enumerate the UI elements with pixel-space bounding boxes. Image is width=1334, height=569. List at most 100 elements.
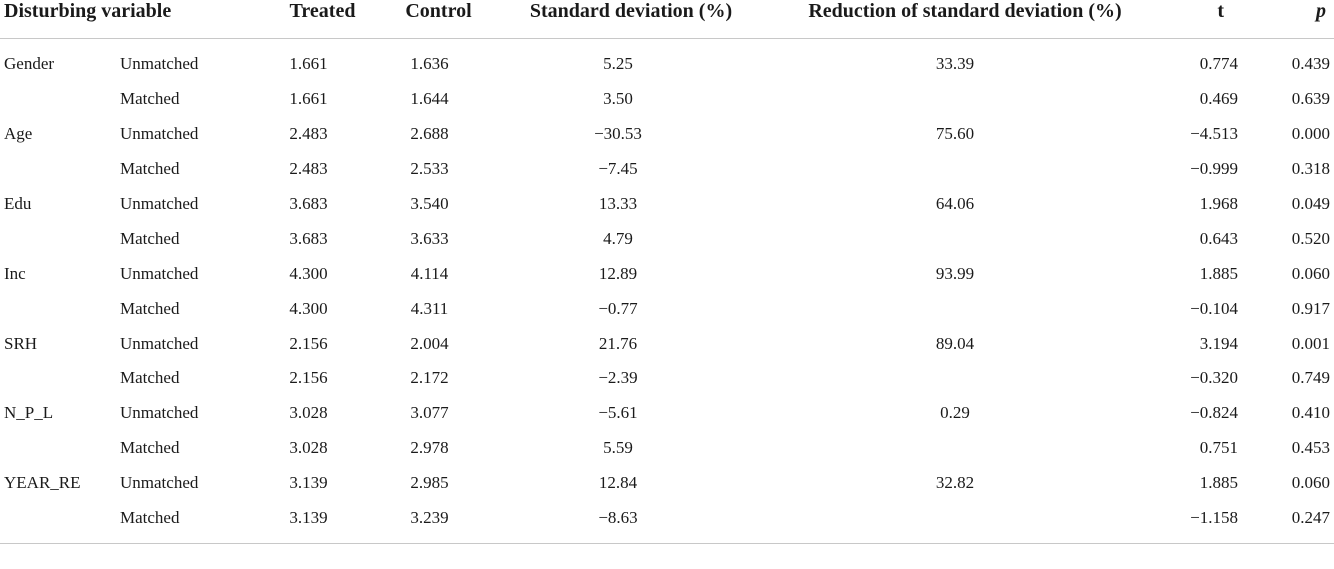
table-row: Matched 1.661 1.644 3.50 0.469 0.639 (0, 82, 1334, 117)
table-row: N_P_L Unmatched 3.028 3.077 −5.61 0.29 −… (0, 396, 1334, 431)
cell-t: 1.885 (1199, 473, 1238, 493)
cell-t: 1.885 (1199, 263, 1238, 283)
cell-treated: 4.300 (289, 263, 328, 283)
cell-variable (0, 361, 117, 396)
cell-match-state: Unmatched (120, 263, 199, 283)
cell-standard-deviation: 3.50 (603, 89, 633, 109)
cell-p: 0.001 (1291, 333, 1330, 353)
cell-standard-deviation: −7.45 (598, 159, 638, 179)
cell-p: 0.318 (1291, 159, 1330, 179)
cell-match-state: Matched (120, 298, 180, 318)
cell-treated: 2.483 (289, 159, 328, 179)
cell-standard-deviation: 4.79 (603, 228, 633, 248)
cell-t: 1.968 (1199, 194, 1238, 213)
cell-p: 0.247 (1258, 500, 1334, 545)
cell-variable: Edu (4, 194, 32, 213)
table-row: Matched 3.139 3.239 −8.63 −1.158 0.247 (0, 500, 1334, 545)
cell-reduction-sd (765, 500, 1165, 545)
header-reduction-sd: Reduction of standard deviation (%) (765, 0, 1165, 39)
cell-t: −0.824 (1190, 403, 1238, 423)
header-control: Control (380, 0, 497, 39)
cell-variable (0, 500, 117, 545)
cell-p: 0.439 (1291, 54, 1330, 74)
cell-match-state: Matched (120, 438, 180, 458)
cell-control: 2.978 (410, 438, 449, 458)
cell-t: 0.774 (1199, 54, 1238, 74)
cell-treated: 2.156 (289, 368, 328, 388)
cell-reduction-sd (765, 361, 1165, 396)
cell-variable (0, 221, 117, 256)
cell-reduction-sd: 0.29 (940, 403, 970, 423)
cell-variable: N_P_L (4, 403, 54, 423)
table-row: Edu Unmatched 3.683 3.540 13.33 64.06 1.… (0, 187, 1334, 222)
cell-variable: SRH (4, 333, 38, 353)
header-disturbing-variable: Disturbing variable (0, 0, 265, 39)
cell-treated: 3.139 (265, 500, 380, 545)
cell-control: 1.644 (410, 89, 449, 109)
cell-variable: Age (4, 124, 33, 144)
cell-control: 2.985 (410, 473, 449, 493)
cell-variable: Inc (4, 263, 26, 283)
cell-p: 0.917 (1291, 298, 1330, 318)
cell-reduction-sd: 75.60 (935, 124, 975, 144)
header-standard-deviation: Standard deviation (%) (497, 0, 765, 39)
cell-t: −1.158 (1165, 500, 1258, 545)
table-row: Age Unmatched 2.483 2.688 −30.53 75.60 −… (0, 117, 1334, 152)
table-row: Matched 4.300 4.311 −0.77 −0.104 0.917 (0, 291, 1334, 326)
table-row: Inc Unmatched 4.300 4.114 12.89 93.99 1.… (0, 256, 1334, 291)
cell-match-state: Unmatched (120, 403, 199, 423)
cell-reduction-sd (765, 82, 1165, 117)
table-row: Matched 3.683 3.633 4.79 0.643 0.520 (0, 221, 1334, 256)
cell-t: 0.643 (1199, 228, 1238, 248)
cell-treated: 2.483 (289, 124, 328, 144)
table-row: Matched 2.483 2.533 −7.45 −0.999 0.318 (0, 152, 1334, 187)
cell-treated: 2.156 (289, 333, 328, 353)
header-treated: Treated (265, 0, 380, 39)
cell-control: 3.633 (410, 228, 449, 248)
cell-control: 2.004 (410, 333, 449, 353)
cell-p: 0.060 (1291, 263, 1330, 283)
cell-reduction-sd (765, 152, 1165, 187)
header-t: t (1165, 0, 1258, 39)
cell-variable (0, 431, 117, 466)
cell-match-state: Unmatched (120, 194, 199, 213)
cell-p: 0.639 (1291, 89, 1330, 109)
psm-balance-table: Disturbing variable Treated Control Stan… (0, 0, 1334, 545)
cell-control: 2.533 (410, 159, 449, 179)
cell-standard-deviation: 5.59 (603, 438, 633, 458)
cell-t: −0.104 (1190, 298, 1238, 318)
cell-reduction-sd (765, 291, 1165, 326)
cell-treated: 3.139 (289, 473, 328, 493)
table-row: SRH Unmatched 2.156 2.004 21.76 89.04 3.… (0, 326, 1334, 361)
cell-p: 0.060 (1291, 473, 1330, 493)
cell-match-state: Matched (120, 228, 180, 248)
cell-reduction-sd: 33.39 (935, 54, 975, 74)
cell-control: 1.636 (410, 54, 449, 74)
cell-standard-deviation: 21.76 (598, 333, 638, 353)
cell-variable (0, 291, 117, 326)
cell-standard-deviation: 12.89 (598, 263, 638, 283)
cell-treated: 4.300 (289, 298, 328, 318)
cell-t: −0.320 (1190, 368, 1238, 388)
cell-p: 0.410 (1291, 403, 1330, 423)
cell-standard-deviation: 12.84 (598, 473, 638, 493)
cell-treated: 1.661 (289, 89, 328, 109)
cell-control: 2.688 (410, 124, 449, 144)
cell-standard-deviation: −2.39 (598, 368, 638, 388)
cell-match-state: Matched (117, 500, 265, 545)
cell-control: 2.172 (410, 368, 449, 388)
cell-treated: 3.683 (289, 194, 328, 213)
cell-standard-deviation: −30.53 (594, 124, 642, 144)
cell-reduction-sd (765, 431, 1165, 466)
table-row: YEAR_RE Unmatched 3.139 2.985 12.84 32.8… (0, 466, 1334, 501)
cell-standard-deviation: −5.61 (598, 403, 638, 423)
cell-treated: 3.028 (289, 403, 328, 423)
cell-t: 3.194 (1199, 333, 1238, 353)
cell-reduction-sd: 64.06 (935, 194, 975, 213)
cell-control: 4.114 (410, 263, 449, 283)
cell-control: 3.077 (410, 403, 449, 423)
cell-standard-deviation: −8.63 (497, 500, 765, 545)
cell-control: 3.540 (410, 194, 449, 213)
cell-standard-deviation: 5.25 (603, 54, 633, 74)
